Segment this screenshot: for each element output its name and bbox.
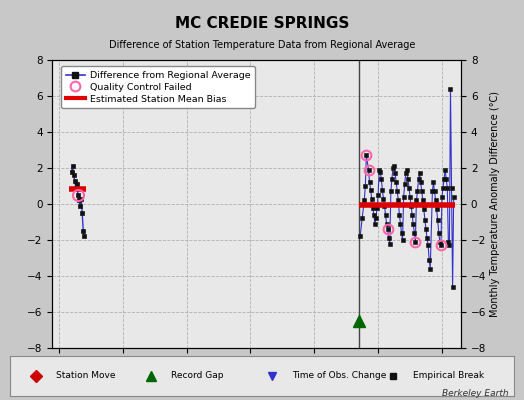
Text: Time of Obs. Change: Time of Obs. Change: [292, 372, 387, 380]
Text: MC CREDIE SPRINGS: MC CREDIE SPRINGS: [175, 16, 349, 31]
Text: Difference of Station Temperature Data from Regional Average: Difference of Station Temperature Data f…: [109, 40, 415, 50]
Text: Record Gap: Record Gap: [171, 372, 224, 380]
Text: Station Move: Station Move: [56, 372, 115, 380]
Y-axis label: Monthly Temperature Anomaly Difference (°C): Monthly Temperature Anomaly Difference (…: [490, 91, 500, 317]
Text: Empirical Break: Empirical Break: [413, 372, 484, 380]
Legend: Difference from Regional Average, Quality Control Failed, Estimated Station Mean: Difference from Regional Average, Qualit…: [61, 66, 255, 108]
Text: Berkeley Earth: Berkeley Earth: [442, 389, 508, 398]
